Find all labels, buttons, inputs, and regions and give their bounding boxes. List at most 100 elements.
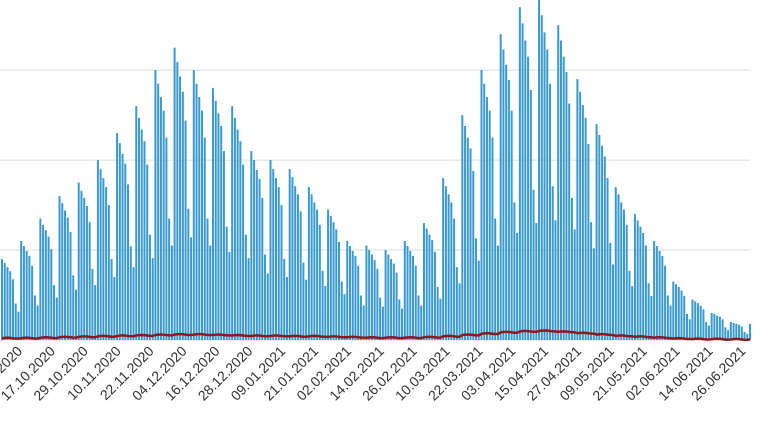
bar <box>294 186 297 340</box>
bar <box>321 270 324 340</box>
bar <box>483 83 486 341</box>
bar <box>69 232 72 340</box>
bar <box>332 222 335 340</box>
bar <box>609 242 612 340</box>
bar <box>222 151 225 340</box>
bar <box>499 34 502 340</box>
bar <box>83 197 86 340</box>
bar <box>192 70 195 341</box>
bar <box>455 267 458 340</box>
bar <box>116 133 119 340</box>
bar <box>395 272 398 340</box>
bar <box>127 184 130 340</box>
bar <box>422 223 425 340</box>
bar <box>505 64 508 340</box>
bar <box>622 209 625 340</box>
bar <box>727 330 730 340</box>
bar <box>579 91 582 340</box>
bar <box>346 241 349 340</box>
bar <box>302 262 305 340</box>
bar <box>439 298 442 340</box>
bar <box>94 285 97 340</box>
bar <box>124 163 127 340</box>
bar <box>516 232 519 340</box>
bar <box>655 246 658 340</box>
bar <box>17 311 20 340</box>
bar <box>250 151 253 340</box>
bar <box>231 106 234 340</box>
bar <box>351 250 354 340</box>
bar <box>102 178 105 340</box>
bar <box>518 7 521 340</box>
bar <box>691 299 694 340</box>
bar <box>590 222 593 340</box>
bar <box>653 241 656 340</box>
bar <box>61 203 64 340</box>
bar <box>340 281 343 340</box>
bar <box>105 187 108 340</box>
bar <box>148 234 151 340</box>
bar <box>33 295 36 340</box>
bar <box>236 129 239 340</box>
bar <box>310 194 313 340</box>
bar <box>510 110 513 340</box>
bar <box>453 218 456 340</box>
bar <box>521 23 524 341</box>
bar <box>280 205 283 340</box>
bar <box>47 236 50 340</box>
bar <box>373 259 376 340</box>
bar <box>444 186 447 340</box>
bar <box>559 40 562 340</box>
bar <box>464 125 467 340</box>
bar <box>639 226 642 340</box>
bar <box>633 214 636 340</box>
bar <box>239 141 242 340</box>
bar <box>644 245 647 340</box>
bar <box>201 110 204 340</box>
bar <box>285 277 288 340</box>
bar <box>28 255 31 340</box>
bar <box>543 32 546 340</box>
bar <box>661 255 664 340</box>
bar <box>491 137 494 340</box>
bar <box>688 319 691 340</box>
bar <box>327 209 330 340</box>
bar <box>540 15 543 340</box>
bar <box>527 56 530 341</box>
bar <box>203 137 206 340</box>
bar <box>398 299 401 340</box>
bar <box>211 88 214 340</box>
bar <box>680 290 683 340</box>
bar <box>338 241 341 340</box>
bar <box>176 62 179 341</box>
bar <box>313 202 316 340</box>
bar <box>85 205 88 340</box>
bar <box>381 306 384 340</box>
bar <box>409 250 412 340</box>
bar <box>261 197 264 340</box>
bar <box>42 224 45 340</box>
bar <box>157 83 160 341</box>
bar <box>598 134 601 340</box>
bar <box>672 281 675 340</box>
bars <box>1 0 752 341</box>
bar <box>77 182 80 340</box>
bar <box>710 313 713 340</box>
lines <box>1 329 751 342</box>
bar <box>743 331 746 340</box>
bar <box>91 268 94 340</box>
bar <box>601 145 604 340</box>
bar <box>480 70 483 341</box>
bar <box>316 209 319 340</box>
bar <box>118 143 121 340</box>
bar <box>368 250 371 340</box>
bar <box>738 324 741 340</box>
bar <box>53 285 56 340</box>
bar <box>379 297 382 340</box>
bar <box>664 265 667 340</box>
bar <box>214 100 217 340</box>
bar <box>173 47 176 340</box>
bar <box>494 218 497 340</box>
bar <box>195 83 198 341</box>
bar <box>39 218 42 340</box>
